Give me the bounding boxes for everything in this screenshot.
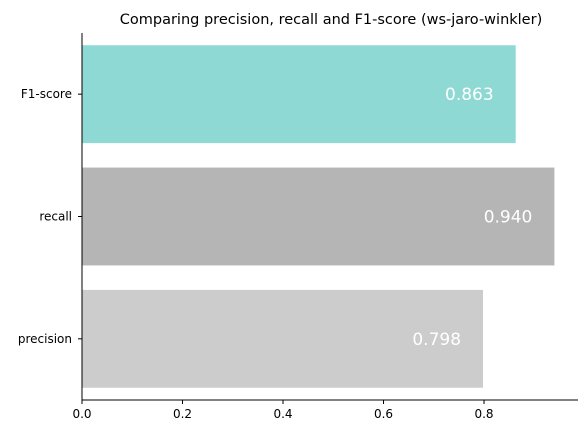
x-tick-label: 0.6 [374, 407, 393, 421]
chart-title: Comparing precision, recall and F1-score… [120, 12, 542, 28]
bar-value-label-recall: 0.940 [484, 208, 533, 228]
bar-f1-score [82, 45, 516, 144]
x-tick-label: 0.4 [273, 407, 292, 421]
bar-recall [82, 167, 555, 266]
axes-layer: precision recall F1-score 0.0 0.2 0.4 0.6 0.8 [18, 33, 578, 421]
bar-value-label-f1-score: 0.863 [445, 85, 494, 105]
x-tick-label: 0.2 [173, 407, 192, 421]
y-tick-label-f1-score: F1-score [21, 87, 72, 101]
x-tick-label: 0.0 [72, 407, 91, 421]
y-tick-label-recall: recall [39, 210, 72, 224]
bars-layer: 0.798 0.940 0.863 [82, 45, 555, 388]
bar-precision [82, 289, 484, 388]
y-tick-label-precision: precision [18, 332, 72, 346]
bar-value-label-precision: 0.798 [412, 330, 461, 350]
x-tick-label: 0.8 [474, 407, 493, 421]
